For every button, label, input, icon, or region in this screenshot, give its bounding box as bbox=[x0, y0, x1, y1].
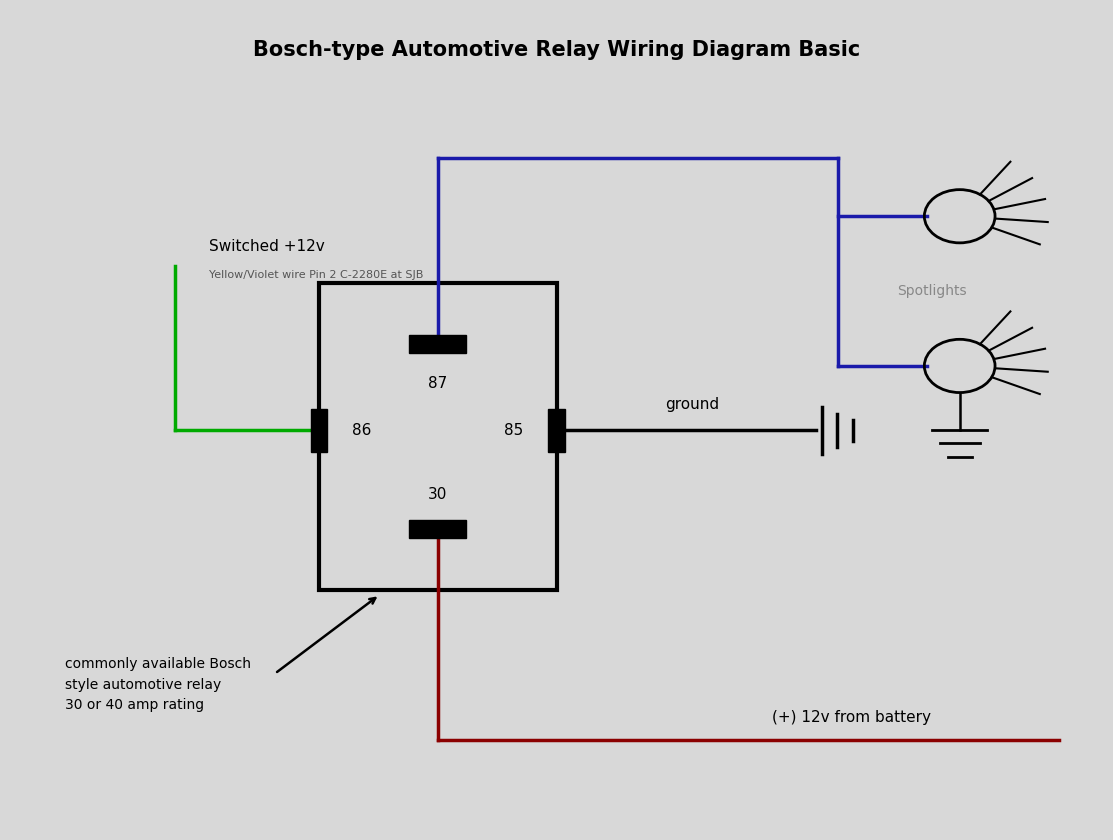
Text: Bosch-type Automotive Relay Wiring Diagram Basic: Bosch-type Automotive Relay Wiring Diagr… bbox=[253, 40, 860, 60]
Text: Yellow/Violet wire Pin 2 C-2280E at SJB: Yellow/Violet wire Pin 2 C-2280E at SJB bbox=[208, 270, 423, 281]
Text: (+) 12v from battery: (+) 12v from battery bbox=[772, 711, 930, 725]
Text: 86: 86 bbox=[352, 423, 372, 438]
Text: Spotlights: Spotlights bbox=[897, 284, 966, 298]
Text: 87: 87 bbox=[429, 376, 447, 391]
Bar bbox=[549, 409, 564, 452]
Text: Switched +12v: Switched +12v bbox=[208, 239, 324, 254]
Bar bbox=[319, 283, 556, 591]
Bar bbox=[408, 520, 466, 538]
Text: ground: ground bbox=[664, 397, 719, 412]
Bar bbox=[311, 409, 327, 452]
Text: 85: 85 bbox=[504, 423, 523, 438]
Bar bbox=[408, 335, 466, 354]
Text: 30: 30 bbox=[429, 487, 447, 502]
Text: commonly available Bosch
style automotive relay
30 or 40 amp rating: commonly available Bosch style automotiv… bbox=[65, 657, 250, 712]
